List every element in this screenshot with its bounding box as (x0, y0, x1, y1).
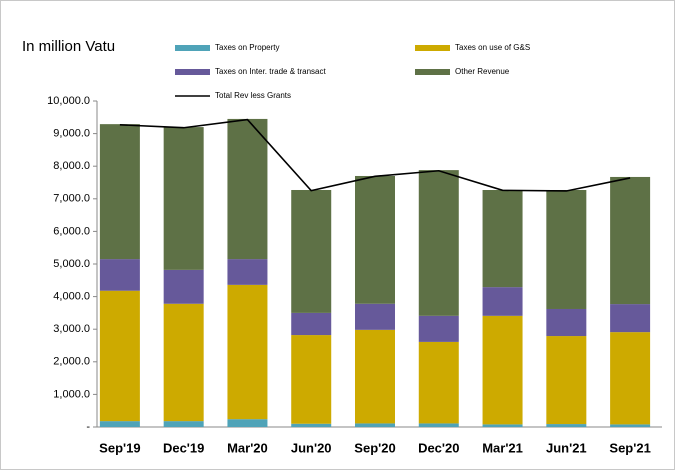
bar-segment (163, 269, 204, 304)
bar-segment (291, 189, 332, 313)
bar-segment (546, 424, 587, 427)
x-tick-label: Dec'19 (163, 440, 204, 455)
bar-segment (99, 259, 140, 291)
bar-segment (99, 290, 140, 422)
x-tick-label: Sep'20 (354, 440, 395, 455)
x-tick-label: Mar'21 (482, 440, 523, 455)
bar-segment (291, 312, 332, 336)
bar-segment (610, 176, 651, 305)
bar-segment (482, 424, 523, 427)
legend-label: Taxes on Property (215, 43, 279, 52)
x-tick-label: Jun'20 (291, 440, 332, 455)
legend-label: Taxes on Inter. trade & transact (215, 67, 327, 76)
line-series (119, 118, 631, 192)
bar-segment (482, 315, 523, 425)
legend-label: Taxes on use of G&S (455, 43, 530, 52)
legend-swatch (175, 45, 210, 51)
bar-segment (482, 189, 523, 288)
bar-segment (610, 424, 651, 427)
bar-segment (227, 118, 268, 260)
x-tick-label: Jun'21 (546, 440, 587, 455)
bar-segment (291, 335, 332, 424)
bar-segment (163, 127, 204, 270)
bar-segment (610, 332, 651, 425)
x-tick-label: Sep'21 (609, 440, 650, 455)
bar-segment (99, 421, 140, 427)
bar-segment (99, 124, 140, 260)
legend-label: Total Rev less Grants (215, 91, 291, 100)
bar-segment (355, 303, 395, 330)
bar-segment (418, 423, 459, 427)
bar-segment (546, 308, 587, 337)
y-tick-label: 7,000.0 (53, 193, 90, 205)
y-tick-label: 8,000.0 (53, 160, 90, 172)
bar-segment (355, 423, 395, 427)
bar-segment (355, 175, 395, 304)
bar-segment (418, 170, 459, 316)
y-tick-label: 2,000.0 (53, 356, 90, 368)
y-tick-label: 6,000.0 (53, 225, 90, 237)
bar-segment (546, 189, 587, 309)
legend-swatch (415, 45, 450, 51)
y-tick-label: - (86, 421, 90, 433)
bar-segment (482, 287, 523, 316)
y-tick-label: 3,000.0 (53, 323, 90, 335)
legend-label: Other Revenue (455, 67, 510, 76)
y-tick-label: 1,000.0 (53, 388, 90, 400)
bar-segment (291, 423, 332, 427)
bar-segment (227, 284, 268, 420)
bar-segment (163, 303, 204, 422)
legend-swatch (175, 69, 210, 75)
x-tick-label: Mar'20 (227, 440, 268, 455)
legend-swatch (415, 69, 450, 75)
bar-segment (227, 419, 268, 427)
bar-segment (227, 259, 268, 285)
bar-segment (163, 421, 204, 427)
y-tick-label: 5,000.0 (53, 258, 90, 270)
bar-segment (418, 341, 459, 424)
x-tick-label: Sep'19 (99, 440, 140, 455)
chart-title: In million Vatu (22, 38, 115, 55)
bar-segment (610, 304, 651, 333)
bar-segment (355, 329, 395, 424)
bar-segment (418, 315, 459, 342)
y-tick-label: 10,000.0 (47, 95, 90, 107)
x-tick-label: Dec'20 (418, 440, 459, 455)
y-tick-label: 4,000.0 (53, 291, 90, 303)
bar-segment (546, 336, 587, 425)
y-tick-label: 9,000.0 (53, 128, 90, 140)
